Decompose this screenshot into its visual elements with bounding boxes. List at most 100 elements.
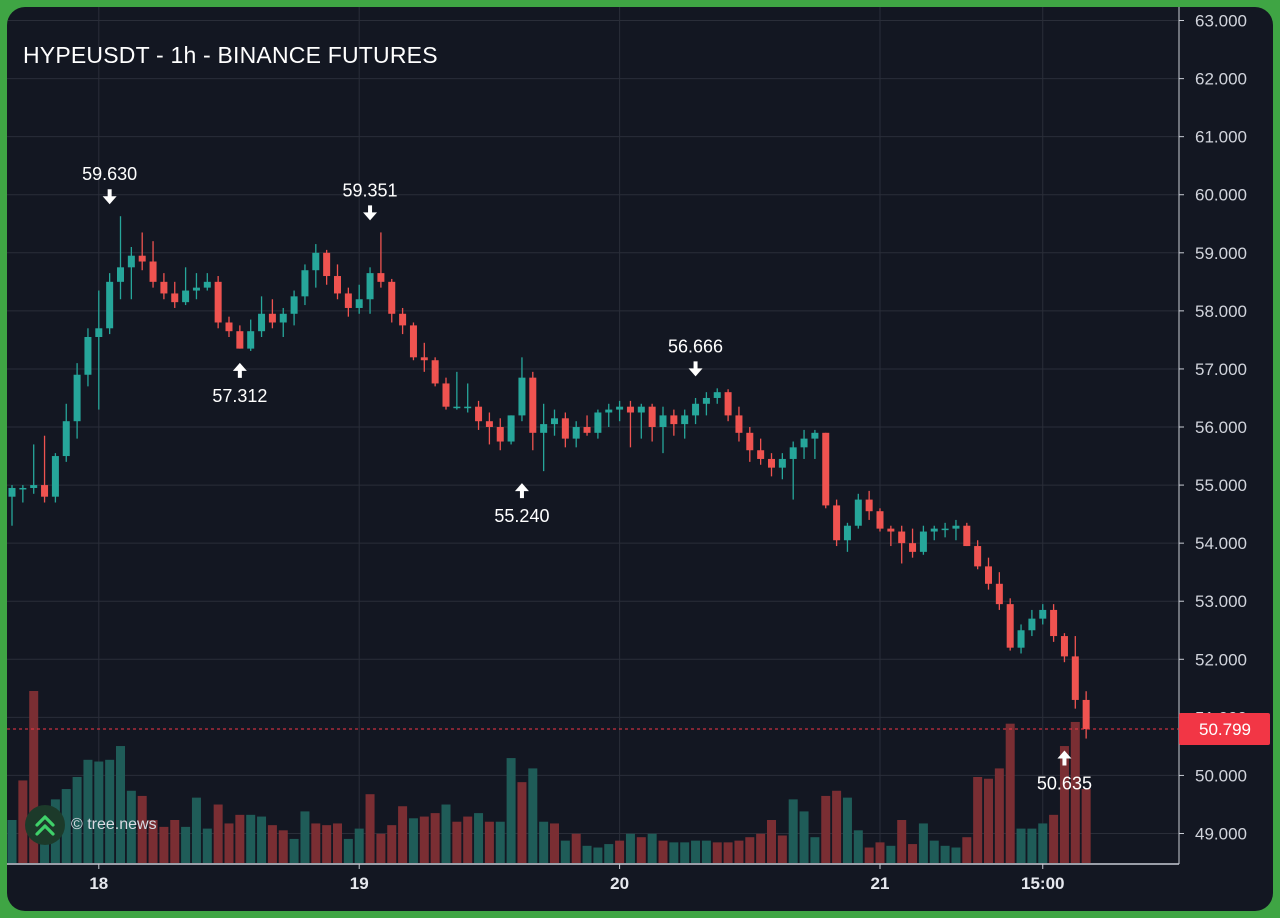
- volume-bar: [756, 833, 766, 863]
- volume-bar: [701, 840, 711, 863]
- candle-body: [702, 397, 710, 404]
- candle-body: [648, 406, 656, 428]
- candle-body: [800, 438, 808, 448]
- volume-bar: [235, 814, 245, 863]
- volume-bar: [506, 758, 516, 863]
- volume-bar: [680, 842, 690, 863]
- volume-bar: [593, 847, 603, 863]
- volume-bar: [767, 820, 776, 863]
- candle-body: [420, 357, 428, 361]
- volume-bar: [582, 845, 592, 863]
- volume-bar: [311, 823, 321, 863]
- volume-bar: [61, 789, 71, 863]
- candle-body: [811, 432, 819, 439]
- volume-bar: [419, 816, 429, 863]
- volume-bar: [994, 768, 1004, 863]
- chart-title: HYPEUSDT - 1h - BINANCE FUTURES: [23, 42, 438, 68]
- last-price-badge: [1179, 713, 1270, 746]
- volume-bar: [712, 842, 722, 863]
- candle-body: [290, 296, 298, 314]
- volume-bar: [962, 837, 972, 863]
- volume-bar: [191, 797, 201, 863]
- volume-bar: [821, 795, 831, 863]
- chart-frame: 49.00050.00051.00052.00053.00054.00055.0…: [7, 7, 1273, 911]
- x-tick-label: 21: [871, 874, 890, 893]
- volume-bar: [463, 816, 473, 863]
- candle-body: [1039, 609, 1047, 619]
- candle-body: [735, 415, 743, 433]
- candle-body: [496, 427, 504, 442]
- chart-canvas[interactable]: 49.00050.00051.00052.00053.00054.00055.0…: [7, 7, 1273, 911]
- candle-body: [192, 287, 200, 291]
- volume-bar: [973, 777, 983, 863]
- volume-bar: [636, 837, 646, 863]
- y-tick-label: 63.000: [1195, 12, 1247, 31]
- candle-body: [225, 322, 233, 332]
- volume-bar: [159, 826, 169, 863]
- arrow-down-icon: [688, 361, 703, 377]
- volume-bar: [170, 820, 180, 863]
- candle-body: [713, 392, 721, 398]
- volume-bar: [7, 820, 17, 863]
- candle-body: [127, 255, 135, 268]
- candle-body: [930, 528, 938, 532]
- candle-body: [51, 456, 59, 497]
- candle-body: [117, 267, 124, 282]
- candle-body: [268, 313, 276, 323]
- candle-body: [73, 374, 81, 422]
- watermark-text: © tree.news: [71, 816, 157, 833]
- candle-body: [149, 261, 157, 282]
- arrow-down-icon: [363, 205, 378, 221]
- volume-bar: [322, 825, 332, 863]
- volume-bar: [517, 782, 527, 863]
- volume-bar: [929, 840, 939, 863]
- y-tick-label: 55.000: [1195, 476, 1247, 495]
- volume-bar: [408, 818, 418, 863]
- candle-body: [8, 487, 16, 497]
- volume-bar: [691, 840, 701, 863]
- candle-body: [594, 412, 602, 433]
- candle-body: [529, 377, 537, 433]
- candle-body: [1050, 609, 1058, 637]
- candle-body: [909, 543, 917, 552]
- volume-bar: [897, 820, 907, 863]
- candle-body: [985, 566, 992, 584]
- candle-body: [62, 421, 70, 457]
- candle-body: [160, 281, 168, 294]
- arrow-up-icon: [232, 362, 247, 378]
- volume-bar: [615, 840, 625, 863]
- candle-body: [41, 485, 49, 497]
- arrow-up-icon: [514, 483, 529, 499]
- high-annotation-label: 56.666: [668, 336, 723, 356]
- candle-body: [757, 450, 765, 459]
- volume-bar: [72, 777, 82, 863]
- volume-bar: [29, 691, 39, 863]
- candle-body: [876, 511, 884, 529]
- last-price-label: 50.799: [1199, 720, 1251, 739]
- y-tick-label: 52.000: [1195, 650, 1247, 669]
- candle-body: [572, 427, 580, 439]
- volume-bar: [224, 823, 234, 863]
- candle-body: [952, 525, 960, 529]
- candle-body: [1017, 630, 1025, 648]
- volume-bar: [1059, 746, 1069, 863]
- candle-body: [518, 377, 526, 416]
- volume-bar: [788, 799, 798, 863]
- y-tick-label: 59.000: [1195, 244, 1247, 263]
- volume-bar: [1005, 723, 1015, 863]
- y-tick-label: 62.000: [1195, 70, 1247, 89]
- volume-bar: [202, 828, 212, 863]
- x-tick-label: 20: [610, 874, 629, 893]
- candle-body: [475, 406, 483, 422]
- candle-body: [822, 432, 830, 506]
- candle-body: [583, 427, 591, 433]
- y-tick-label: 56.000: [1195, 418, 1247, 437]
- candle-body: [1006, 604, 1014, 648]
- volume-bar: [951, 847, 961, 863]
- volume-bar: [257, 816, 267, 863]
- y-tick-label: 50.000: [1195, 766, 1247, 785]
- candle-body: [778, 458, 786, 468]
- y-tick-label: 61.000: [1195, 128, 1247, 147]
- volume-bar: [278, 830, 288, 863]
- y-tick-label: 54.000: [1195, 534, 1247, 553]
